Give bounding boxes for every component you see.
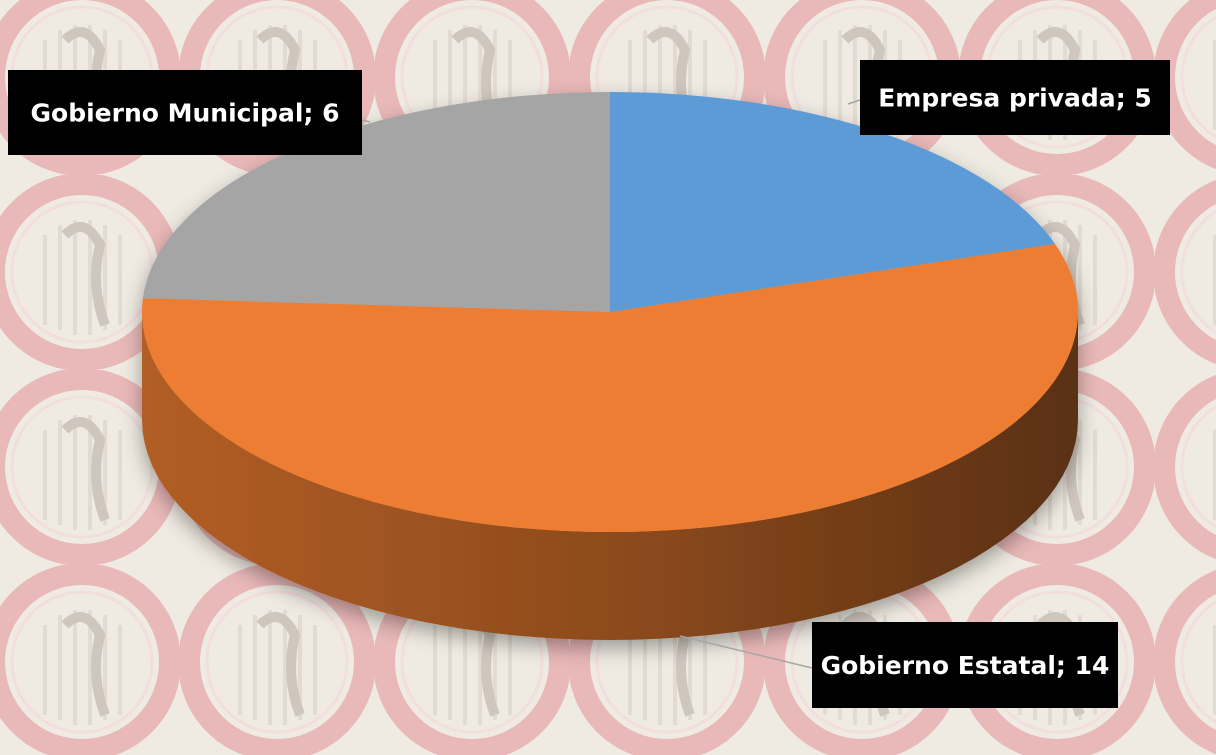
label-separator: ; [1116, 84, 1135, 113]
data-label: Gobierno Municipal; 6 [31, 99, 340, 128]
label-box [8, 70, 362, 155]
label-value: 5 [1134, 84, 1151, 113]
leader-line [847, 99, 861, 105]
label-category: Empresa privada [878, 84, 1116, 113]
pie [142, 92, 1078, 640]
label-value: 6 [322, 99, 339, 128]
leader-line [361, 119, 371, 123]
label-category: Gobierno Municipal [31, 99, 304, 128]
label-value: 14 [1075, 651, 1110, 680]
leader-line [679, 635, 813, 669]
label-box [860, 60, 1170, 135]
label-category: Gobierno Estatal [821, 651, 1056, 680]
slice [142, 92, 610, 312]
data-label: Empresa privada; 5 [878, 84, 1152, 113]
label-box [812, 622, 1118, 708]
slice [142, 244, 1078, 532]
label-separator: ; [1056, 651, 1075, 680]
label-separator: ; [303, 99, 322, 128]
slice [610, 92, 1056, 312]
slice-side [142, 312, 1078, 640]
data-label: Gobierno Estatal; 14 [821, 651, 1110, 680]
